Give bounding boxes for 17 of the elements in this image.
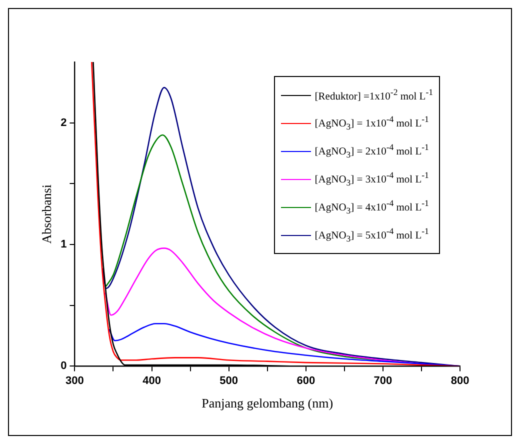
x-tick-label: 300 [66,374,84,387]
legend-label: [AgNO$_{3}$] = 1x10$^{-4}$ mol L$^{-1}$ [314,114,429,132]
legend-label: [AgNO$_{3}$] = 4x10$^{-4}$ mol L$^{-1}$ [314,198,429,216]
legend-label: [AgNO$_{3}$] = 2x10$^{-4}$ mol L$^{-1}$ [314,142,429,160]
legend-label: [AgNO$_{3}$] = 3x10$^{-4}$ mol L$^{-1}$ [314,170,429,188]
x-tick-label: 600 [296,374,316,387]
y-axis-title: Absorbansi [39,184,54,244]
y-tick-label: 2 [60,116,67,129]
legend-label: [AgNO$_{3}$] = 5x10$^{-4}$ mol L$^{-1}$ [314,226,429,244]
y-tick-label: 0 [60,360,67,372]
x-tick-label: 400 [142,374,161,387]
y-tick-label: 1 [60,238,67,251]
x-tick-label: 800 [450,374,470,387]
x-axis-title: Panjang gelombang (nm) [202,396,334,411]
x-tick-label: 700 [374,374,392,387]
x-tick-label: 500 [220,374,238,387]
legend-label: [Reduktor] =1x10$^{-2}$ mol L$^{-1}$ [314,87,433,103]
